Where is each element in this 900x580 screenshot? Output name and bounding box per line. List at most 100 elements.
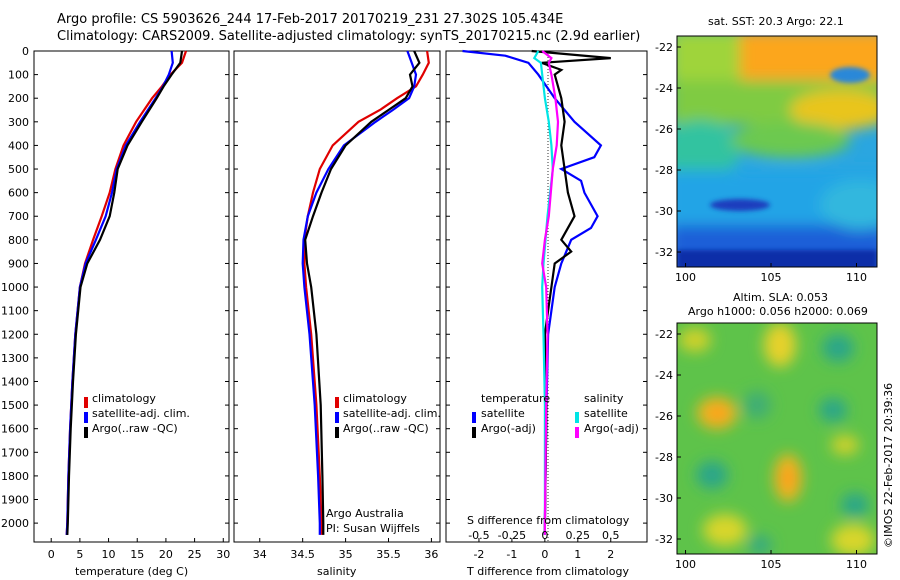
temperature-xtick-6: 30	[216, 548, 230, 561]
sst-xtick-2: 110	[846, 271, 867, 284]
diff-legend-temperature-title: temperature	[481, 392, 551, 405]
depth-tick-1: 100	[8, 69, 29, 82]
diff-x2tick-3: 0.25	[566, 529, 591, 542]
temperature-panel-frame	[33, 50, 230, 543]
depth-tick-4: 400	[8, 139, 29, 152]
salinity-series-0	[303, 50, 430, 535]
sst-xtick-1: 105	[761, 271, 782, 284]
depth-tick-5: 500	[8, 163, 29, 176]
diff-x2tick-0: -0.5	[468, 529, 489, 542]
sal-legend-satellite: satellite-adj. clim.	[343, 407, 441, 420]
sst-title: sat. SST: 20.3 Argo: 22.1	[708, 15, 844, 28]
sst-ytick-3: -28	[655, 164, 673, 177]
legend-swatch-2	[84, 427, 88, 438]
note-pi: PI: Susan Wijffels	[326, 522, 420, 535]
sla-ytick-3: -28	[655, 451, 673, 464]
diff-series-3	[541, 50, 560, 535]
diff-x-label: T difference from climatology	[467, 565, 629, 578]
diff-series-0	[462, 49, 603, 535]
depth-tick-20: 2000	[1, 517, 29, 530]
sst-ytick-0: -22	[655, 41, 673, 54]
temperature-xtick-1: 5	[76, 548, 83, 561]
legend-swatch-5	[335, 427, 339, 438]
depth-tick-0: 0	[22, 45, 29, 58]
depth-tick-10: 1000	[1, 281, 29, 294]
sst-ytick-4: -30	[655, 205, 673, 218]
sla-ytick-2: -26	[655, 410, 673, 423]
temperature-xtick-2: 10	[102, 548, 116, 561]
depth-tick-8: 800	[8, 234, 29, 247]
depth-tick-6: 600	[8, 187, 29, 200]
diff-x2tick-4: 0.5	[602, 529, 620, 542]
temperature-xtick-5: 25	[188, 548, 202, 561]
diff-legend-salinity-title: salinity	[584, 392, 624, 405]
diff-xtick-1: -1	[506, 548, 517, 561]
depth-tick-16: 1600	[1, 423, 29, 436]
sla-ytick-5: -32	[655, 533, 673, 546]
sla-ytick-4: -30	[655, 492, 673, 505]
diff-series-1	[531, 49, 611, 535]
depth-tick-3: 300	[8, 116, 29, 129]
depth-tick-14: 1400	[1, 375, 29, 388]
sla-title-2: Argo h1000: 0.056 h2000: 0.069	[688, 305, 868, 318]
salinity-xtick-3: 35.5	[376, 548, 401, 561]
note-argo-australia: Argo Australia	[326, 507, 404, 520]
temperature-xtick-4: 20	[159, 548, 173, 561]
temperature-xtick-0: 0	[48, 548, 55, 561]
sla-xtick-1: 105	[761, 558, 782, 571]
depth-tick-7: 700	[8, 210, 29, 223]
diff-legend-s-argo: Argo(-adj)	[584, 422, 639, 435]
depth-tick-2: 200	[8, 92, 29, 105]
salinity-xtick-2: 35	[339, 548, 353, 561]
diff-legend-t-satellite: satellite	[481, 407, 525, 420]
sst-ytick-2: -26	[655, 123, 673, 136]
sst-ytick-1: -24	[655, 82, 673, 95]
temp-legend-satellite: satellite-adj. clim.	[92, 407, 190, 420]
salinity-xtick-1: 34.5	[290, 548, 315, 561]
temp-legend-climatology: climatology	[92, 392, 156, 405]
legend-swatch-0	[84, 397, 88, 408]
legend-swatch-8	[575, 412, 579, 423]
diff-xtick-2: 0	[541, 548, 548, 561]
sal-x-label: salinity	[317, 565, 357, 578]
header-line-1: Argo profile: CS 5903626_244 17-Feb-2017…	[57, 12, 564, 27]
sla-xtick-2: 110	[846, 558, 867, 571]
diff-legend-t-argo: Argo(-adj)	[481, 422, 536, 435]
legend-swatch-1	[84, 412, 88, 423]
sla-ytick-0: -22	[655, 328, 673, 341]
legend-swatch-4	[335, 412, 339, 423]
diff-xtick-3: 1	[574, 548, 581, 561]
diff-s-axis-label: S difference from climatology	[467, 514, 630, 527]
sst-xtick-0: 100	[675, 271, 696, 284]
sla-title-1: Altim. SLA: 0.053	[733, 291, 829, 304]
depth-tick-19: 1900	[1, 494, 29, 507]
sla-map	[676, 322, 878, 555]
temperature-series-2	[66, 50, 184, 535]
imos-credit: ©IMOS 22-Feb-2017 20:39:36	[882, 382, 895, 548]
temp-x-label: temperature (deg C)	[75, 565, 189, 578]
depth-tick-15: 1500	[1, 399, 29, 412]
legend-swatch-9	[575, 427, 579, 438]
depth-tick-9: 900	[8, 257, 29, 270]
diff-x2tick-1: -0.25	[498, 529, 526, 542]
salinity-xtick-4: 36	[424, 548, 438, 561]
legend-swatch-3	[335, 397, 339, 408]
sst-map	[676, 35, 878, 268]
depth-tick-12: 1200	[1, 328, 29, 341]
header-line-2: Climatology: CARS2009. Satellite-adjuste…	[57, 29, 641, 44]
salinity-xtick-0: 34	[253, 548, 267, 561]
legend-swatch-7	[472, 427, 476, 438]
depth-tick-13: 1300	[1, 352, 29, 365]
diff-xtick-0: -2	[473, 548, 484, 561]
salinity-series-1	[301, 50, 418, 535]
diff-legend-s-satellite: satellite	[584, 407, 628, 420]
sal-legend-argo: Argo(..raw -QC)	[343, 422, 429, 435]
depth-tick-17: 1700	[1, 446, 29, 459]
temp-legend-argo: Argo(..raw -QC)	[92, 422, 178, 435]
temperature-xtick-3: 15	[130, 548, 144, 561]
depth-tick-18: 1800	[1, 470, 29, 483]
diff-x2tick-2: 0	[541, 529, 548, 542]
salinity-series-2	[304, 50, 421, 535]
sal-legend-climatology: climatology	[343, 392, 407, 405]
legend-swatch-6	[472, 412, 476, 423]
